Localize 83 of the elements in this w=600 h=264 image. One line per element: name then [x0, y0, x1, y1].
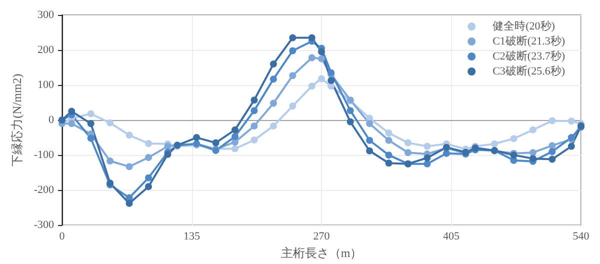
point [289, 34, 296, 42]
point [385, 152, 392, 159]
legend-label: 健全時(20秒) [492, 20, 556, 32]
point [193, 134, 200, 142]
point [318, 75, 325, 82]
x-tick-label: 135 [184, 230, 200, 243]
point [346, 107, 354, 114]
y-tick-label: 0 [48, 114, 54, 126]
point [106, 119, 114, 126]
point [232, 145, 238, 152]
point [164, 142, 172, 150]
point [250, 96, 258, 104]
point [568, 142, 575, 150]
x-tick-label: 405 [443, 230, 460, 243]
x-tick-label: 270 [313, 230, 330, 243]
y-tick-label: -100 [34, 149, 54, 162]
point [328, 76, 335, 84]
point [126, 200, 133, 207]
x-axis-title: 主桁長さ（m） [280, 246, 362, 260]
point [548, 156, 556, 163]
point [404, 139, 412, 146]
legend-label: C3破断(25.6秒) [492, 64, 566, 78]
x-tick-label: 540 [572, 230, 590, 243]
point [270, 122, 277, 130]
point [308, 34, 316, 42]
point [232, 126, 238, 134]
point [250, 122, 258, 130]
point [548, 148, 556, 156]
point [318, 55, 325, 62]
point [212, 139, 220, 146]
point [366, 147, 374, 154]
point [424, 154, 431, 162]
point [289, 102, 296, 110]
point [366, 120, 374, 128]
y-tick-label: -200 [34, 184, 54, 196]
point [145, 140, 152, 148]
point [289, 47, 296, 54]
point [250, 107, 258, 114]
point [126, 132, 133, 139]
y-tick-label: 200 [38, 44, 54, 56]
point [529, 149, 536, 156]
point [385, 160, 392, 167]
point [442, 150, 450, 157]
point [87, 134, 94, 142]
point [270, 100, 277, 107]
y-tick-label: 100 [38, 79, 54, 92]
point [318, 48, 325, 56]
point [126, 163, 133, 170]
point [529, 126, 536, 134]
point [68, 120, 76, 128]
y-tick-label: -300 [34, 219, 54, 232]
y-axis-title: 下縁応力(N/mm2) [10, 74, 24, 166]
y-tick-label: 300 [38, 9, 54, 21]
point [68, 108, 76, 115]
point [289, 72, 296, 80]
x-tick-label: 0 [59, 230, 66, 243]
point [491, 140, 498, 148]
point [145, 174, 152, 182]
point [87, 110, 94, 118]
point [424, 160, 431, 168]
legend-label: C1破断(21.3秒) [492, 34, 566, 48]
point [145, 183, 152, 190]
point [404, 149, 412, 156]
point [308, 54, 316, 62]
point [548, 117, 556, 124]
point [385, 130, 392, 137]
point [106, 158, 114, 165]
point [270, 76, 277, 83]
point [308, 82, 316, 90]
legend-label: C2破断(23.7秒) [492, 50, 566, 62]
point [385, 136, 392, 144]
point [250, 136, 258, 144]
point [145, 154, 152, 162]
point [548, 142, 556, 150]
point [424, 142, 431, 150]
point [568, 118, 575, 125]
point [346, 118, 354, 126]
point [529, 155, 536, 162]
point [270, 60, 277, 68]
point [87, 120, 94, 128]
point [232, 133, 238, 140]
point [366, 136, 374, 144]
point [510, 135, 518, 142]
